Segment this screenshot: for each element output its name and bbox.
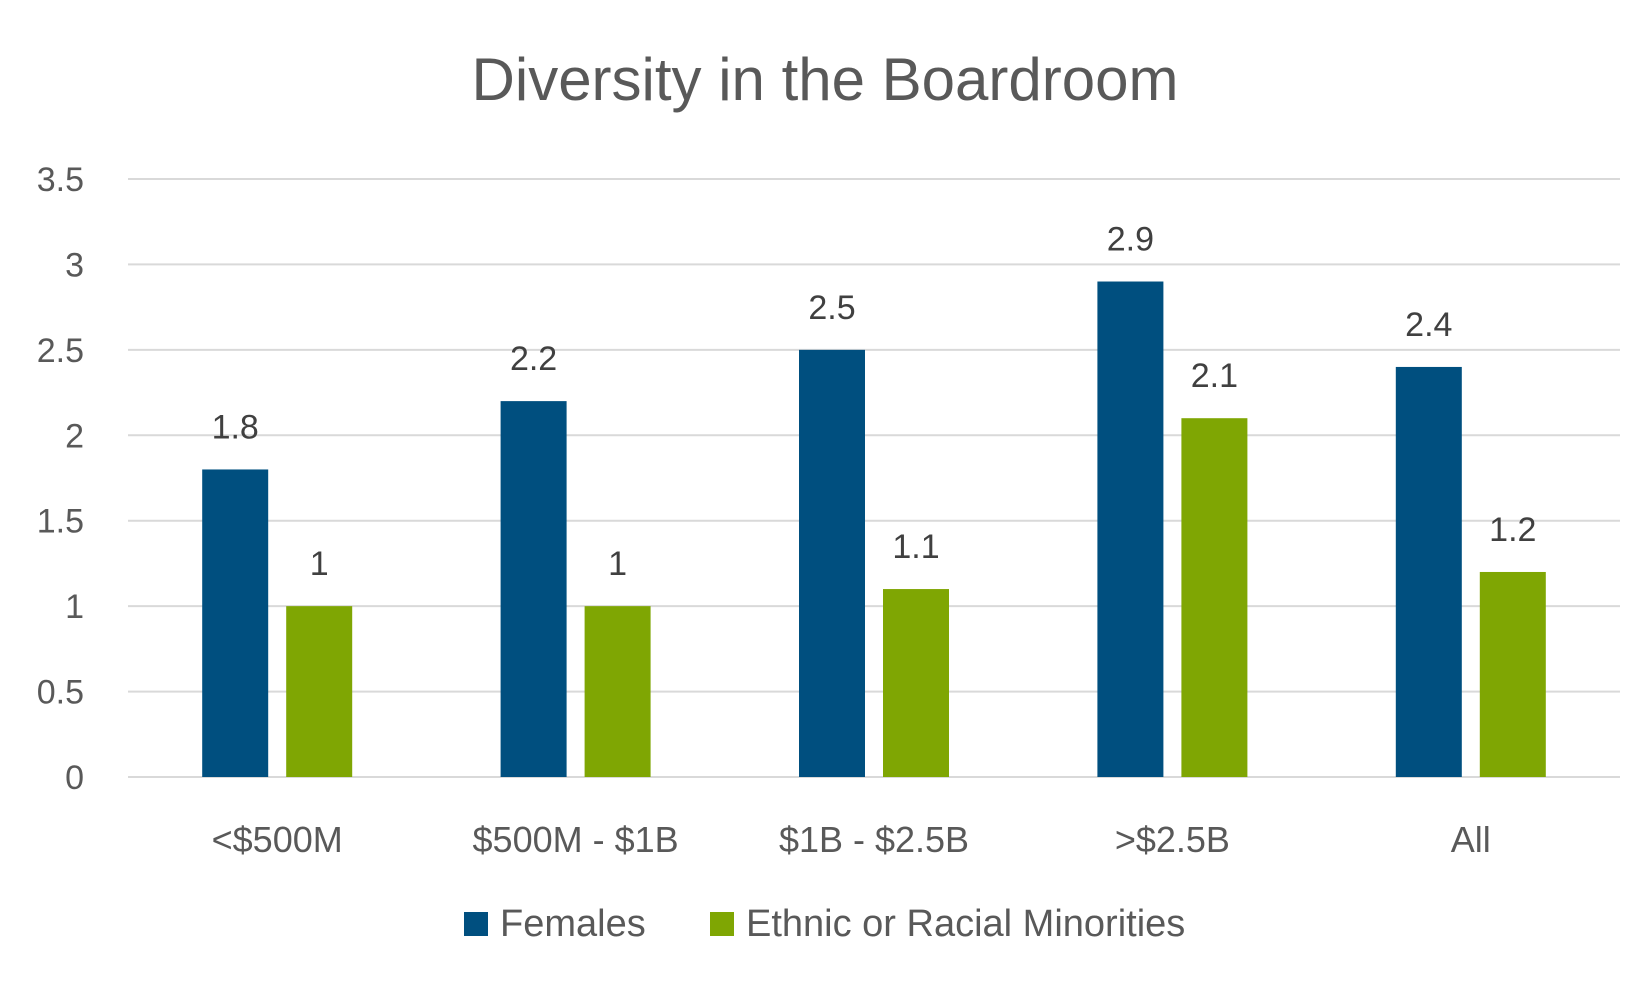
y-tick-label: 0.5 [37, 674, 84, 712]
y-tick-label: 2.5 [37, 332, 84, 370]
y-tick-label: 0 [65, 759, 84, 797]
gridlines [128, 178, 1620, 778]
y-tick-label: 1 [65, 588, 84, 626]
bar-data-label: 2.4 [1405, 306, 1452, 344]
y-tick-label: 3.5 [37, 161, 84, 199]
bar-data-label: 1 [310, 545, 329, 583]
legend-label-ethnic-racial-minorities: Ethnic or Racial Minorities [746, 903, 1185, 945]
ethnic-racial-minorities-bar [286, 606, 353, 777]
ethnic-racial-minorities-bar [1181, 418, 1248, 777]
x-category-label: $1B - $2.5B [779, 819, 969, 860]
ethnic-racial-minorities-bar [584, 606, 651, 777]
y-tick-label: 1.5 [37, 503, 84, 541]
x-category-label: $500M - $1B [473, 819, 679, 860]
females-bar [1395, 366, 1462, 777]
x-category-label: All [1451, 819, 1491, 860]
females-bar [500, 401, 567, 777]
x-category-label: <$500M [212, 819, 343, 860]
females-bar [202, 469, 269, 777]
bar-data-label: 1 [608, 545, 627, 583]
bar-data-label: 1.1 [892, 528, 939, 566]
legend-swatch-ethnic-racial-minorities [710, 912, 734, 936]
ethnic-racial-minorities-bar [883, 589, 949, 777]
legend-swatch-females [464, 912, 488, 936]
bar-data-label: 2.1 [1191, 357, 1238, 395]
y-tick-label: 2 [65, 417, 84, 455]
bar-data-label: 1.8 [212, 408, 259, 446]
data-labels: 1.8 1 2.2 1 2.5 1.1 2.9 2.1 2.4 1.2 [212, 221, 1537, 584]
x-category-label: >$2.5B [1115, 819, 1230, 860]
legend: Females Ethnic or Racial Minorities [464, 903, 1185, 945]
females-bar [799, 349, 865, 777]
bar-data-label: 2.5 [808, 289, 855, 327]
bar-data-label: 2.2 [510, 340, 557, 378]
bars [202, 281, 1546, 777]
females-bar [1097, 281, 1164, 777]
y-tick-label: 3 [65, 246, 84, 284]
ethnic-racial-minorities-bar [1479, 571, 1546, 777]
title-layer: Diversity in the Boardroom [472, 46, 1179, 113]
axes: 0 0.5 1 1.5 2 2.5 3 3.5 <$500M $500M - $1B $1B - $… [37, 161, 1491, 860]
bar-data-label: 2.9 [1107, 221, 1154, 259]
legend-label-females: Females [500, 903, 646, 945]
chart-title: Diversity in the Boardroom [472, 46, 1179, 113]
bar-data-label: 1.2 [1489, 511, 1536, 549]
